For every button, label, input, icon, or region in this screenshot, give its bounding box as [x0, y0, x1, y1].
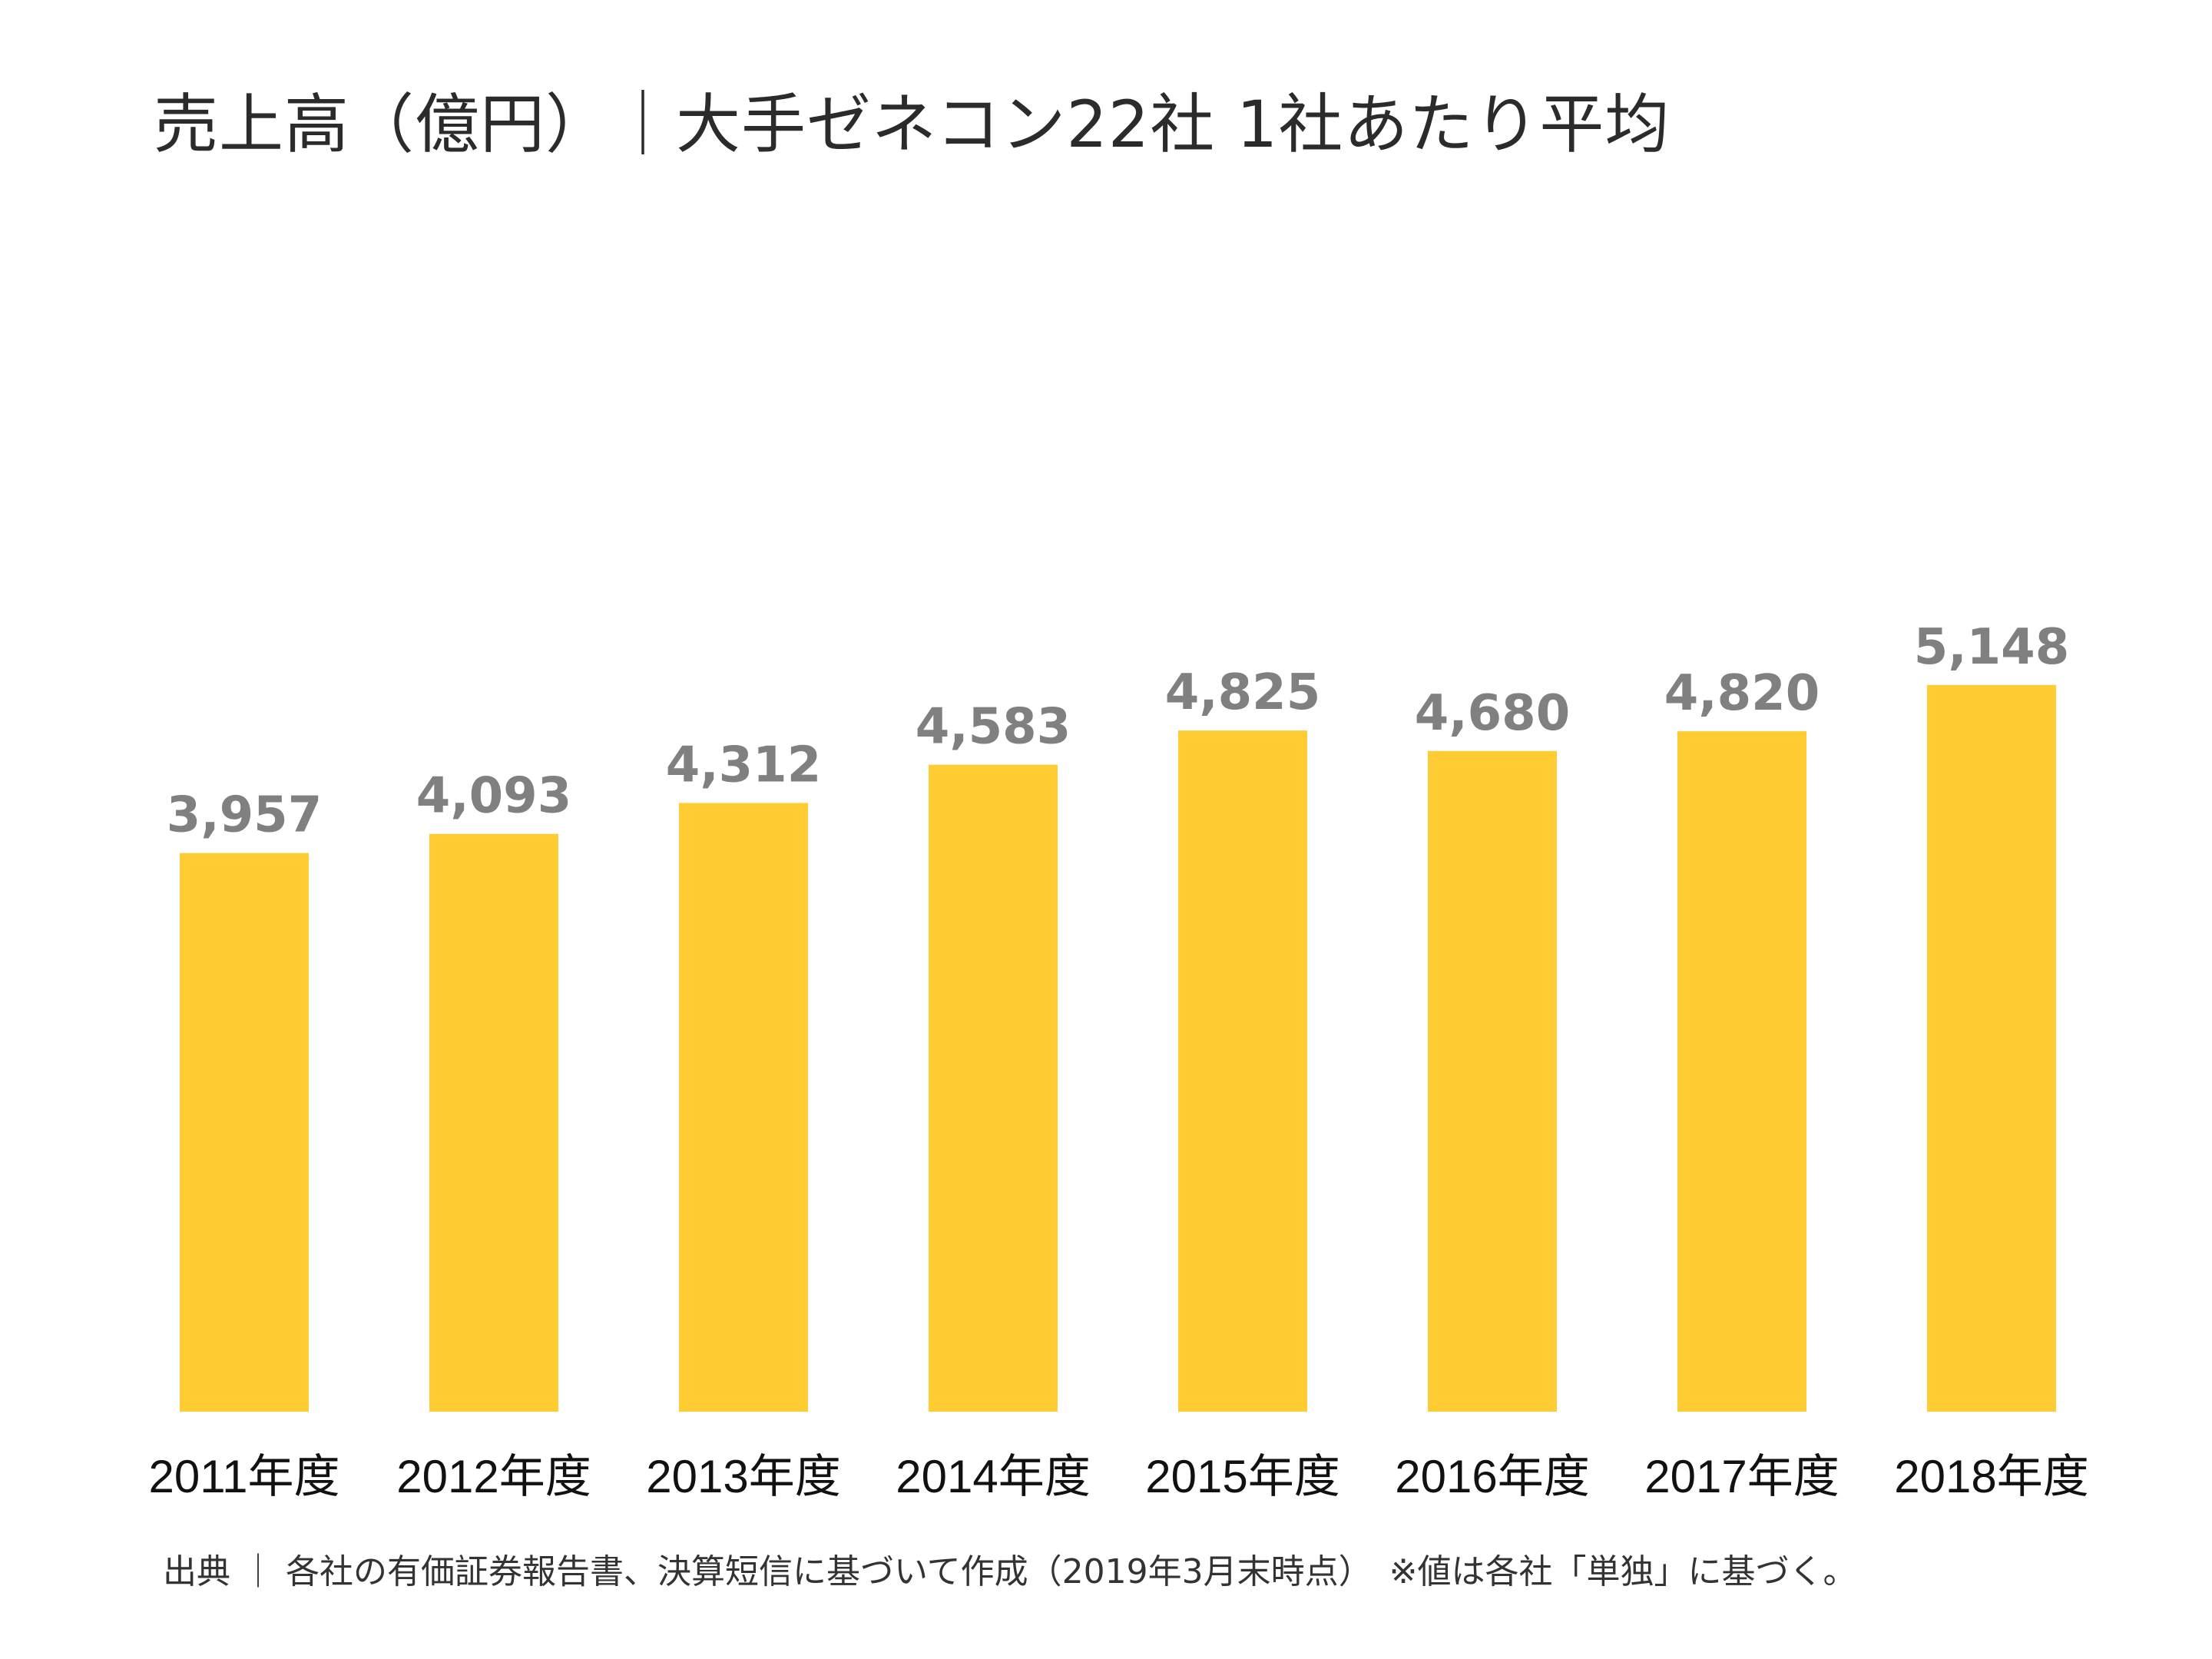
value-label-2011年度: 3,957 [167, 787, 322, 844]
value-label-2016年度: 4,680 [1415, 685, 1570, 742]
value-label-2017年度: 4,820 [1664, 665, 1820, 722]
bar-2014年度 [929, 764, 1058, 1412]
value-label-2015年度: 4,825 [1165, 664, 1320, 721]
x-tick-label-2012年度: 2012年度 [396, 1451, 591, 1502]
bar-2017年度 [1677, 731, 1806, 1412]
value-label-2018年度: 5,148 [1914, 619, 2069, 676]
x-axis-tick-labels: 2011年度 2012年度 2013年度 2014年度 2015年度 2016年度 2017… [148, 1451, 2088, 1502]
bar-2015年度 [1178, 730, 1307, 1412]
bar-2013年度 [679, 803, 808, 1412]
value-labels-layer: 3,957 4,093 4,312 4,583 4,825 4,680 4,820 5,148 [167, 619, 2069, 844]
bar-2018年度 [1927, 684, 2056, 1412]
value-label-2012年度: 4,093 [416, 768, 571, 825]
bar-2011年度 [180, 853, 309, 1412]
x-tick-label-2018年度: 2018年度 [1894, 1451, 2088, 1502]
value-label-2013年度: 4,312 [666, 737, 821, 793]
x-tick-label-2014年度: 2014年度 [896, 1451, 1090, 1502]
bars-layer [180, 684, 2056, 1412]
x-tick-label-2013年度: 2013年度 [646, 1451, 840, 1502]
bar-2012年度 [429, 833, 558, 1412]
source-note: 出典 ｜ 各社の有価証券報告書、決算短信に基づいて作成（2019年3月末時点） … [163, 1552, 1857, 1591]
x-tick-label-2015年度: 2015年度 [1145, 1451, 1339, 1502]
chart-title: 売上高（億円）｜大手ゼネコン22社 1社あたり平均 [154, 87, 1671, 162]
x-tick-label-2016年度: 2016年度 [1395, 1451, 1589, 1502]
value-label-2014年度: 4,583 [916, 699, 1071, 756]
x-tick-label-2011年度: 2011年度 [148, 1451, 339, 1502]
bar-2016年度 [1428, 750, 1557, 1412]
x-tick-label-2017年度: 2017年度 [1644, 1451, 1839, 1502]
